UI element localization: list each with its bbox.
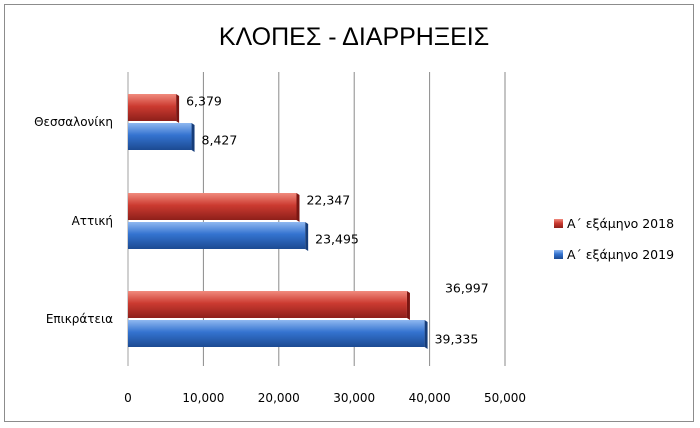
bar bbox=[128, 320, 425, 347]
legend-swatch-2018 bbox=[554, 219, 563, 228]
data-label: 39,335 bbox=[435, 332, 479, 347]
category-label: Αττική bbox=[72, 214, 113, 228]
bar-depth bbox=[406, 291, 410, 320]
legend-label-2019: Α΄ εξάμηνο 2019 bbox=[567, 247, 674, 262]
category-label: Θεσσαλονίκη bbox=[34, 115, 113, 129]
category-label: Επικράτεια bbox=[46, 312, 113, 326]
data-label: 36,997 bbox=[445, 281, 489, 296]
bar-depth bbox=[191, 123, 195, 152]
bar bbox=[128, 193, 297, 220]
chart-frame bbox=[4, 4, 694, 422]
data-label: 6,379 bbox=[186, 94, 222, 109]
legend-swatch-2019 bbox=[554, 250, 563, 259]
x-tick-label: 50,000 bbox=[484, 391, 526, 405]
x-tick-label: 20,000 bbox=[258, 391, 300, 405]
bar bbox=[128, 291, 407, 318]
bar-depth bbox=[296, 193, 300, 222]
x-tick-labels: 0 10,000 20,000 30,000 40,000 50,000 bbox=[124, 391, 526, 405]
data-label: 8,427 bbox=[202, 133, 238, 148]
legend-label-2018: Α΄ εξάμηνο 2018 bbox=[567, 216, 674, 231]
x-tick-label: 10,000 bbox=[182, 391, 224, 405]
bar-depth bbox=[305, 222, 309, 251]
data-label: 23,495 bbox=[315, 232, 359, 247]
chart-title: ΚΛΟΠΕΣ - ΔΙΑΡΡΗΞΕΙΣ bbox=[219, 23, 489, 51]
x-tick-label: 0 bbox=[124, 391, 132, 405]
legend: Α΄ εξάμηνο 2018 Α΄ εξάμηνο 2019 bbox=[554, 216, 674, 262]
bar bbox=[128, 123, 192, 150]
x-tick-label: 30,000 bbox=[333, 391, 375, 405]
category-labels: Θεσσαλονίκη Αττική Επικράτεια bbox=[34, 115, 113, 326]
x-tick-label: 40,000 bbox=[409, 391, 451, 405]
bar-depth bbox=[424, 320, 428, 349]
bar-depth bbox=[176, 94, 180, 123]
bars bbox=[128, 94, 428, 349]
bar bbox=[128, 222, 306, 249]
bar bbox=[128, 94, 177, 121]
data-label: 22,347 bbox=[306, 193, 350, 208]
data-labels: 6,379 8,427 22,347 23,495 36,997 39,335 bbox=[186, 94, 489, 347]
